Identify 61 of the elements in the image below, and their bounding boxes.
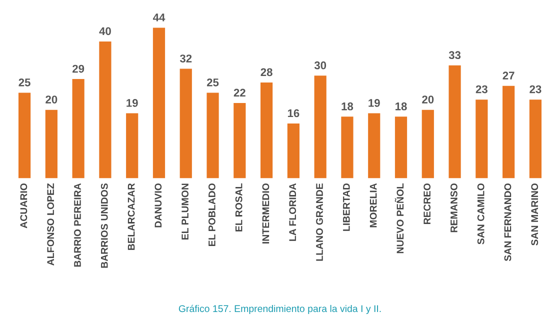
x-tick-label: ACUARIO (20, 183, 28, 228)
x-tick-label: BELARCAZAR (128, 183, 135, 250)
data-label: 18 (342, 102, 354, 110)
data-label: 16 (288, 109, 300, 118)
bar (152, 28, 166, 178)
bar (234, 102, 246, 178)
x-tick-label: LA FLORIDA (289, 183, 296, 241)
data-label: 19 (126, 99, 138, 107)
x-tick-label: BARRIOS UNIDOS (100, 183, 108, 268)
data-label: 18 (396, 102, 407, 110)
data-label: 27 (502, 72, 514, 80)
data-label: 20 (46, 96, 58, 104)
data-label: 23 (476, 85, 488, 94)
bar (448, 65, 461, 178)
x-tick-label: LLANO GRANDE (316, 183, 323, 261)
data-label: 30 (314, 61, 326, 70)
data-label: 44 (152, 14, 166, 22)
bar (180, 68, 192, 178)
bar (206, 92, 219, 178)
data-label: 20 (422, 96, 434, 104)
x-tick-label: REMANSO (450, 183, 458, 232)
x-tick-label: SAN CAMILO (477, 183, 484, 244)
data-label: 25 (18, 78, 30, 86)
bar (260, 82, 273, 178)
bar (394, 116, 408, 178)
bar (422, 110, 434, 178)
data-label: 23 (530, 85, 542, 94)
data-label: 25 (206, 78, 219, 86)
bar (341, 116, 354, 178)
data-label: 22 (234, 88, 246, 97)
bar (368, 113, 380, 178)
data-label: 28 (260, 68, 272, 76)
data-label: 40 (99, 27, 111, 36)
bar (99, 41, 112, 178)
x-tick-label: NUEVO PEÑOL (394, 183, 404, 254)
data-label: 33 (448, 51, 461, 60)
x-tick-label: LIBERTAD (343, 183, 350, 231)
x-tick-label: EL PLUMON (182, 184, 188, 240)
bar (45, 110, 58, 178)
data-label: 32 (180, 54, 192, 62)
x-tick-label: ALFONSO LOPEZ (47, 183, 54, 266)
bar (529, 100, 542, 178)
bar (72, 79, 84, 178)
x-tick-label: INTERMEDIO (262, 183, 270, 244)
x-tick-label: RECREO (424, 183, 431, 224)
data-label: 29 (72, 64, 84, 73)
x-tick-label: BARRIO PEREIRA (74, 183, 81, 267)
bar (287, 124, 300, 178)
x-tick-label: EL ROSAL (235, 183, 242, 232)
x-tick-label: DANUVIO (154, 183, 162, 228)
data-label: 19 (368, 99, 380, 107)
bar (314, 76, 326, 178)
x-tick-label: SAN FERNANDO (504, 183, 512, 262)
bar (476, 100, 488, 178)
text: Gráfico 157. Emprendimiento para la vida I y II. (178, 304, 381, 314)
x-tick-label: MORELIA (370, 183, 377, 228)
bar (502, 86, 515, 178)
bar (126, 113, 138, 178)
x-tick-label: EL POBLADO (208, 183, 216, 246)
x-tick-label: SAN MARINO (531, 183, 538, 246)
bar (18, 92, 31, 178)
